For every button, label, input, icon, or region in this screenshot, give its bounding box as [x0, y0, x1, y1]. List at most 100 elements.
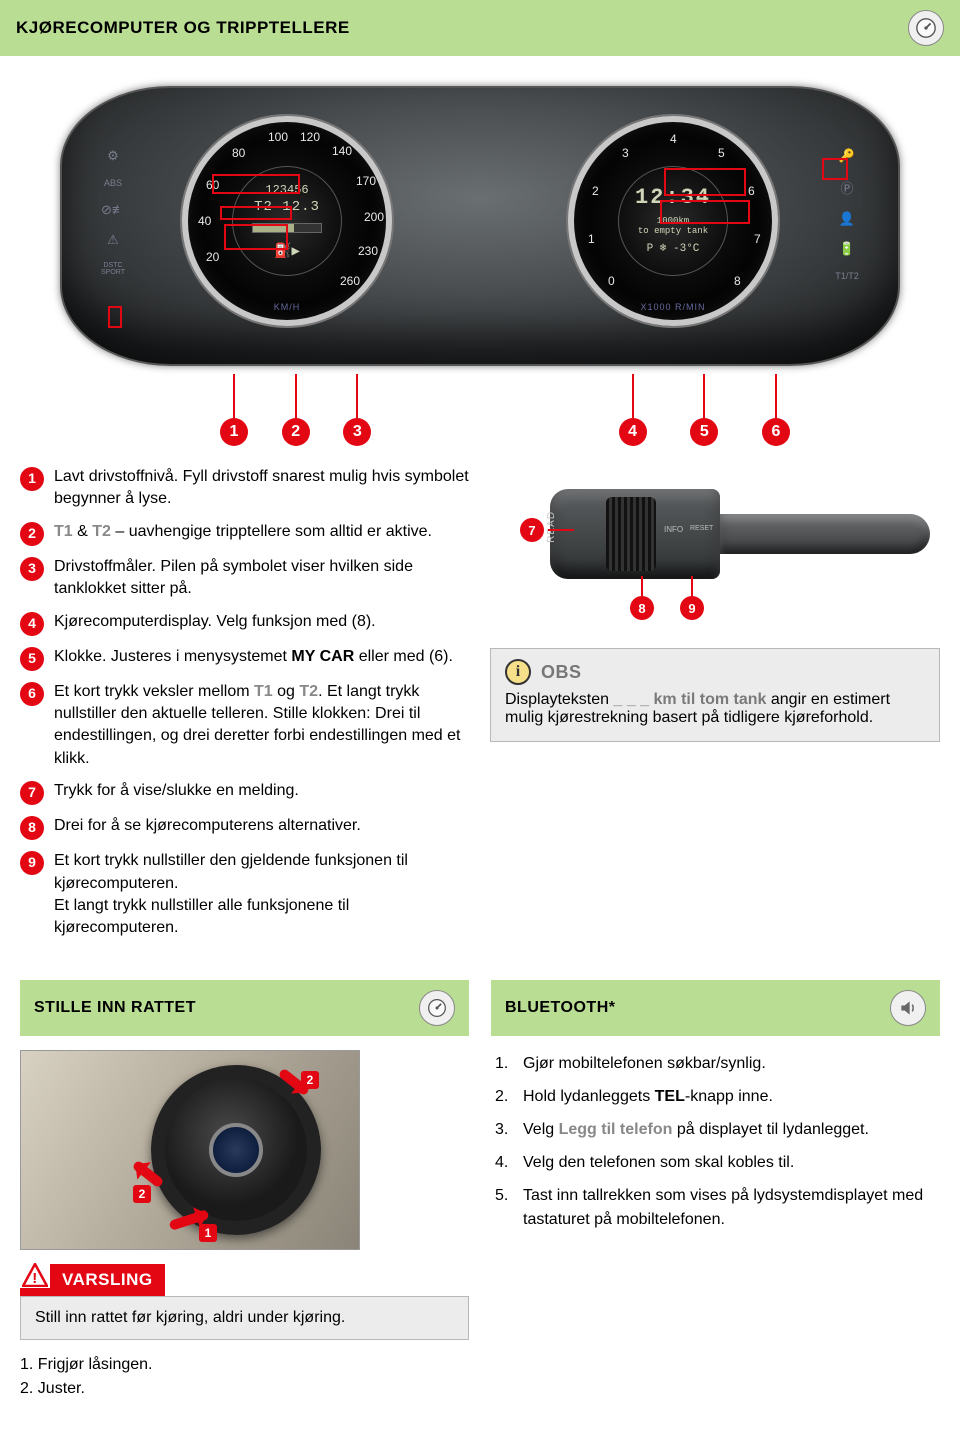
step-number: 1.	[495, 1052, 515, 1075]
bluetooth-step: 1.Gjør mobiltelefonen søkbar/synlig.	[495, 1052, 936, 1075]
marker-6: 6	[762, 374, 790, 446]
stalk-info-label: INFO	[664, 525, 683, 534]
header-main-title: KJØRECOMPUTER OG TRIPPTELLERE	[16, 18, 350, 38]
legend-bullet: 8	[20, 816, 44, 840]
dashboard-figure: ⚙ ABS ⊘≢ ⚠ DSTC SPORT 🔑 Ⓟ 👤 🔋 T1/T2 20 4…	[0, 56, 960, 456]
obs-head: i OBS	[505, 659, 925, 685]
stalk-shaft	[720, 514, 930, 554]
icon-warning: ⚠	[96, 232, 130, 248]
legend-text: Drivstoffmåler. Pilen på symbolet viser …	[54, 556, 470, 601]
step-text: Tast inn tallrekken som vises på lydsyst…	[523, 1184, 936, 1230]
callout-box-fuel	[108, 306, 122, 328]
icon-dstc: DSTC SPORT	[96, 262, 130, 276]
steering-panel: STILLE INN RATTET 1 2 2 ! VA	[20, 980, 469, 1404]
legend-text: Klokke. Justeres i menysystemet MY CAR e…	[54, 646, 453, 671]
stalk-reset-label: RESET	[690, 525, 713, 532]
legend-item: 7 Trykk for å vise/slukke en melding.	[20, 780, 470, 805]
legend-bullet: 9	[20, 851, 44, 875]
warning-body: Still inn rattet før kjøring, aldri unde…	[20, 1296, 469, 1340]
legend-text: Et kort trykk nullstiller den gjeldende …	[54, 850, 470, 940]
arrow-label-2b: 2	[301, 1071, 319, 1089]
legend-bullet: 3	[20, 557, 44, 581]
legend-bullet: 5	[20, 647, 44, 671]
steering-step-1: 1. Frigjør låsingen.	[20, 1356, 469, 1374]
legend-bullet: 4	[20, 612, 44, 636]
icon-seatbelt: ⊘≢	[96, 202, 130, 218]
legend-item: 8 Drei for å se kjørecomputerens alternat…	[20, 815, 470, 840]
step-text: Hold lydanleggets TEL-knapp inne.	[523, 1085, 773, 1108]
bluetooth-step: 3. Velg Legg til telefon på displayet til…	[495, 1118, 936, 1141]
legend-text: Kjørecomputerdisplay. Velg funksjon med …	[54, 611, 376, 636]
legend-item: 6Et kort trykk veksler mellom T1 og T2. …	[20, 681, 470, 771]
legend-item: 1Lavt drivstoffnivå. Fyll drivstoff snar…	[20, 466, 470, 511]
icon-parking: Ⓟ	[830, 178, 864, 197]
icon-airbag: 👤	[830, 211, 864, 227]
stalk-marker-8: 8	[630, 576, 654, 620]
speedometer: 20 40 60 80 100 120 140 170 200 230 260 …	[182, 116, 392, 326]
stalk-column: READ INFO RESET 7 8 9	[490, 466, 940, 950]
warning-head: ! VARSLING	[20, 1264, 165, 1296]
warning-title: VARSLING	[62, 1270, 153, 1289]
icon-battery: 🔋	[830, 241, 864, 257]
bluetooth-steps: 1.Gjør mobiltelefonen søkbar/synlig. 2. Ho…	[491, 1052, 940, 1231]
steering-steps: 1. Frigjør låsingen. 2. Juster.	[20, 1356, 469, 1398]
warning-box: ! VARSLING Still inn rattet før kjøring,…	[20, 1264, 469, 1340]
icon-abs: ABS	[96, 178, 130, 188]
step-number: 5.	[495, 1184, 515, 1230]
tach-unit: X1000 R/MIN	[640, 302, 705, 312]
steering-figure: 1 2 2	[20, 1050, 360, 1250]
marker-2: 2	[282, 374, 310, 446]
bluetooth-panel: BLUETOOTH* 1.Gjør mobiltelefonen søkbar/…	[491, 980, 940, 1404]
obs-note: i OBS Displayteksten _ _ _ km til tom ta…	[490, 648, 940, 742]
lower-panels: STILLE INN RATTET 1 2 2 ! VA	[0, 980, 960, 1434]
step-text: Velg Legg til telefon på displayet til l…	[523, 1118, 869, 1141]
dash-icons-left: ⚙ ABS ⊘≢ ⚠ DSTC SPORT	[96, 148, 130, 276]
legend-item: 9 Et kort trykk nullstiller den gjeldende…	[20, 850, 470, 940]
header-main: KJØRECOMPUTER OG TRIPPTELLERE	[0, 0, 960, 56]
speaker-icon	[890, 990, 926, 1026]
obs-title: OBS	[541, 662, 582, 683]
icon-t1t2: T1/T2	[830, 271, 864, 281]
callout-box-range	[660, 200, 750, 224]
warning-icon: !	[20, 1262, 50, 1288]
step-text: Velg den telefonen som skal kobles til.	[523, 1151, 794, 1174]
legend-bullet: 2	[20, 522, 44, 546]
legend-column: 1Lavt drivstoffnivå. Fyll drivstoff snar…	[20, 466, 470, 950]
callout-box-clock	[664, 168, 746, 196]
stalk-head: READ INFO RESET	[550, 489, 720, 579]
stalk-marker-9: 9	[680, 576, 704, 620]
legend-item: 5 Klokke. Justeres i menysystemet MY CAR …	[20, 646, 470, 671]
step-number: 2.	[495, 1085, 515, 1108]
steering-step-2: 2. Juster.	[20, 1380, 469, 1398]
step-number: 3.	[495, 1118, 515, 1141]
callout-box-t1t2	[822, 158, 848, 180]
icon-engine: ⚙	[96, 148, 130, 164]
gear-temp: P ❄ -3°C	[647, 241, 700, 255]
legend-text: Trykk for å vise/slukke en melding.	[54, 780, 299, 805]
legend-bullet: 7	[20, 781, 44, 805]
speedo-unit: KM/H	[274, 302, 301, 312]
legend-item: 3 Drivstoffmåler. Pilen på symbolet viser…	[20, 556, 470, 601]
bluetooth-step: 2. Hold lydanleggets TEL-knapp inne.	[495, 1085, 936, 1108]
steering-title: STILLE INN RATTET	[34, 999, 196, 1017]
legend-list: 1Lavt drivstoffnivå. Fyll drivstoff snar…	[20, 466, 470, 940]
steering-header: STILLE INN RATTET	[20, 980, 469, 1036]
callout-box-fuelicon	[224, 224, 288, 250]
legend-text: Drei for å se kjørecomputerens alternati…	[54, 815, 361, 840]
legend-text: Et kort trykk veksler mellom T1 og T2. E…	[54, 681, 470, 771]
stalk-body: READ INFO RESET	[550, 486, 930, 581]
legend-text: T1 & T2 – uavhengige tripptellere som al…	[54, 521, 432, 546]
marker-3: 3	[343, 374, 371, 446]
marker-1: 1	[220, 374, 248, 446]
callout-box-trip	[212, 174, 300, 194]
marker-4: 4	[619, 374, 647, 446]
stalk-thumbwheel	[606, 497, 656, 571]
obs-body: Displayteksten _ _ _ km til tom tank ang…	[505, 691, 925, 727]
marker-5: 5	[690, 374, 718, 446]
bluetooth-title: BLUETOOTH*	[505, 999, 615, 1017]
bluetooth-step: 4.Velg den telefonen som skal kobles til…	[495, 1151, 936, 1174]
arrow-label-2a: 2	[133, 1185, 151, 1203]
bluetooth-header: BLUETOOTH*	[491, 980, 940, 1036]
arrow-label-1: 1	[199, 1224, 217, 1242]
legend-item: 2 T1 & T2 – uavhengige tripptellere som a…	[20, 521, 470, 546]
